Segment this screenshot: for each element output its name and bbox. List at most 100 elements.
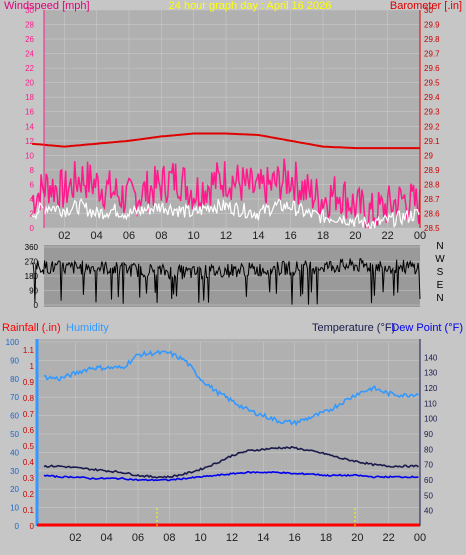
hour-tick-label: 18	[320, 532, 332, 544]
barometer-tick-label: 29.3	[424, 108, 440, 117]
humidity-tick-label: 80	[10, 375, 19, 384]
hour-tick-label: 10	[188, 230, 200, 242]
windspeed-label: Windspeed [mph]	[4, 0, 90, 12]
hour-tick-label: 00	[414, 532, 426, 544]
barometer-tick-label: 29.2	[424, 122, 440, 131]
dew-point-label: Dew Point (°F)	[391, 322, 463, 334]
wind-direction-series	[31, 257, 421, 305]
barometer-tick-label: 29.9	[424, 21, 440, 30]
hour-tick-label: 16	[289, 532, 301, 544]
direction-tick-label: 270	[25, 258, 39, 267]
wind-tick-label: 22	[25, 64, 34, 73]
wind-tick-label: 16	[25, 108, 34, 117]
humidity-tick-label: 0	[15, 522, 20, 531]
hour-tick-label: 22	[382, 230, 394, 242]
humidity-tick-label: 40	[10, 448, 19, 457]
compass-letter: S	[437, 267, 444, 278]
wind-tick-label: 12	[25, 137, 34, 146]
humidity-tick-label: 20	[10, 485, 19, 494]
rainfall-tick-label: 1.1	[23, 346, 35, 355]
hour-tick-label: 06	[132, 532, 144, 544]
hour-tick-label: 10	[195, 532, 207, 544]
humidity-tick-label: 30	[10, 467, 19, 476]
temperature-tick-label: 40	[424, 507, 433, 516]
wind-tick-label: 28	[25, 21, 34, 30]
hour-tick-label: 04	[101, 532, 113, 544]
barometer-tick-label: 29	[424, 151, 433, 160]
rainfall-tick-label: 0.6	[23, 426, 35, 435]
temperature-tick-label: 130	[424, 369, 438, 378]
wind-tick-label: 24	[25, 50, 34, 59]
temperature-tick-label: 50	[424, 491, 433, 500]
hour-tick-label: 14	[252, 230, 264, 242]
hour-tick-label: 06	[123, 230, 135, 242]
temperature-tick-label: 80	[424, 445, 433, 454]
barometer-tick-label: 29.5	[424, 79, 440, 88]
barometer-tick-label: 28.6	[424, 209, 440, 218]
hour-tick-label: 12	[220, 230, 232, 242]
humidity-tick-label: 60	[10, 412, 19, 421]
temperature-tick-label: 120	[424, 384, 438, 393]
compass-letter: W	[435, 254, 445, 265]
temperature-tick-label: 70	[424, 461, 433, 470]
temperature-series	[43, 446, 419, 479]
humidity-tick-label: 10	[10, 504, 19, 513]
rainfall-tick-label: 0.7	[23, 410, 35, 419]
compass-letter: N	[436, 293, 443, 304]
barometer-label: Barometer [.in]	[390, 0, 462, 12]
barometer-tick-label: 29.8	[424, 35, 440, 44]
rainfall-tick-label: 0.1	[23, 506, 35, 515]
compass-letter: E	[437, 280, 444, 291]
wind-tick-label: 26	[25, 35, 34, 44]
barometer-tick-label: 28.5	[424, 224, 440, 233]
temperature-label: Temperature (°F)	[312, 322, 395, 334]
humidity-label: Humidity	[66, 322, 109, 334]
hour-tick-label: 08	[155, 230, 167, 242]
hour-tick-label: 00	[414, 230, 426, 242]
rainfall-label: Rainfall (.in)	[2, 322, 61, 334]
wind-tick-label: 10	[25, 151, 34, 160]
wind-tick-label: 20	[25, 79, 34, 88]
hour-tick-label: 14	[257, 532, 269, 544]
rainfall-tick-label: 0.9	[23, 378, 35, 387]
temperature-tick-label: 140	[424, 353, 438, 362]
rainfall-tick-label: 0.5	[23, 442, 35, 451]
dew-point-series	[43, 470, 419, 482]
temperature-tick-label: 100	[424, 415, 438, 424]
hour-tick-label: 02	[69, 532, 81, 544]
hour-tick-label: 18	[317, 230, 329, 242]
wind-tick-label: 0	[30, 224, 35, 233]
wind-tick-label: 4	[30, 195, 35, 204]
humidity-tick-label: 50	[10, 430, 19, 439]
humidity-tick-label: 90	[10, 356, 19, 365]
chart-title: 24 hour graph day : April 16 2026	[169, 0, 332, 12]
humidity-tick-label: 70	[10, 393, 19, 402]
barometer-tick-label: 28.8	[424, 180, 440, 189]
rainfall-tick-label: 0.3	[23, 474, 35, 483]
hour-tick-label: 12	[226, 532, 238, 544]
rainfall-tick-label: 0	[30, 522, 35, 531]
humidity-tick-label: 100	[6, 338, 20, 347]
barometer-tick-label: 30	[424, 6, 433, 15]
temperature-humidity-plot-area	[37, 339, 420, 526]
hour-tick-label: 22	[383, 532, 395, 544]
wind-tick-label: 2	[30, 209, 35, 218]
hour-tick-label: 04	[91, 230, 103, 242]
barometer-tick-label: 28.7	[424, 195, 440, 204]
rainfall-tick-label: 0.2	[23, 490, 35, 499]
rainfall-tick-label: 0.8	[23, 394, 35, 403]
gust-series	[31, 198, 421, 229]
barometer-tick-label: 29.4	[424, 93, 440, 102]
hour-tick-label: 02	[58, 230, 70, 242]
barometer-tick-label: 29.7	[424, 50, 440, 59]
hour-tick-label: 08	[163, 532, 175, 544]
rainfall-tick-label: 0.4	[23, 458, 35, 467]
wind-tick-label: 6	[30, 180, 35, 189]
wind-tick-label: 30	[25, 6, 34, 15]
barometer-tick-label: 28.9	[424, 166, 440, 175]
temperature-tick-label: 110	[424, 399, 437, 408]
rainfall-tick-label: 1	[30, 362, 35, 371]
direction-tick-label: 0	[34, 301, 39, 310]
wind-tick-label: 14	[25, 122, 34, 131]
